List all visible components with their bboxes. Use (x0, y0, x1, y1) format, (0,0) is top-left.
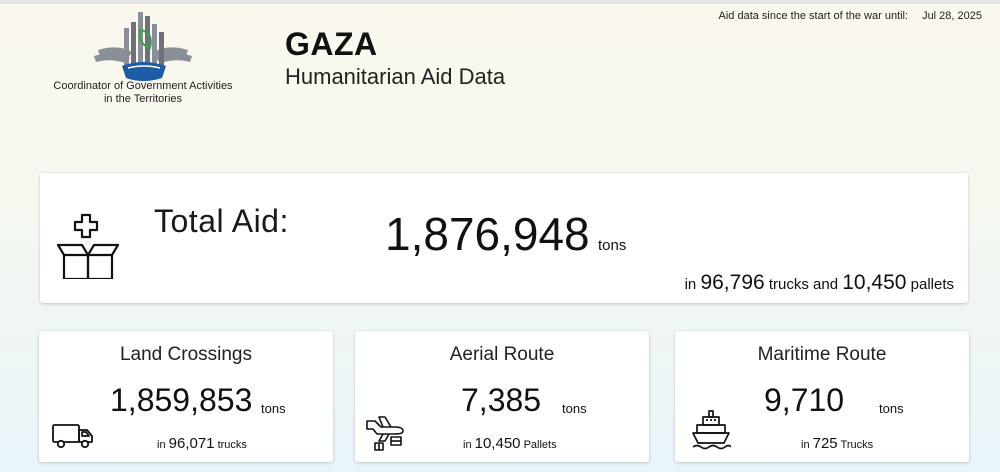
total-pallets-label: pallets (910, 276, 954, 293)
total-aid-unit: tons (598, 237, 627, 254)
maritime-route-unit: tons (879, 401, 904, 416)
ship-icon (692, 410, 731, 450)
cogat-logo-icon (94, 12, 192, 81)
maritime-route-title: Maritime Route (757, 344, 887, 365)
truck-icon (52, 424, 93, 449)
land-detail-in: in (157, 439, 166, 451)
total-aid-detail: in 96,796 trucks and 10,450 pallets (685, 271, 954, 295)
land-crossings-value: 1,859,853 (110, 382, 253, 418)
aerial-route-value: 7,385 (461, 382, 542, 418)
top-bar (0, 0, 1000, 4)
land-trucks-label: trucks (217, 439, 247, 451)
land-trucks-value: 96,071 (168, 435, 215, 452)
page-title: GAZA (285, 26, 378, 62)
as-of-value: Jul 28, 2025 (922, 10, 982, 22)
aerial-route-card: Aerial Route 7,385 tons in 10,450 Pallet… (355, 331, 649, 462)
maritime-trucks-label: Trucks (840, 439, 874, 451)
land-crossings-detail: in 96,071 trucks (157, 435, 247, 452)
maritime-detail-in: in (801, 439, 810, 451)
aerial-detail-in: in (463, 439, 472, 451)
org-name: Coordinator of Government Activities in … (22, 80, 264, 106)
maritime-trucks-value: 725 (812, 435, 838, 452)
total-aid-label: Total Aid: (154, 203, 289, 239)
total-aid-value: 1,876,948 (385, 208, 590, 260)
detail-in: in (684, 276, 697, 293)
org-name-line2: in the Territories (103, 93, 183, 105)
as-of-label: Aid data since the start of the war unti… (718, 10, 909, 22)
maritime-route-value: 9,710 (764, 382, 845, 418)
maritime-route-detail: in 725 Trucks (801, 435, 873, 452)
aid-box-icon (56, 213, 120, 279)
aerial-pallets-label: Pallets (523, 439, 557, 451)
land-crossings-card: Land Crossings 1,859,853 tons in 96,071 … (39, 331, 333, 462)
total-aid-card: Total Aid: 1,876,948 tons in 96,796 truc… (40, 173, 968, 303)
as-of-date: Aid data since the start of the war unti… (719, 10, 982, 22)
aerial-route-detail: in 10,450 Pallets (463, 435, 557, 452)
maritime-route-card: Maritime Route 9,710 tons in 725 Trucks (675, 331, 969, 462)
land-crossings-title: Land Crossings (119, 344, 253, 365)
org-name-line1: Coordinator of Government Activities (53, 80, 233, 92)
land-crossings-unit: tons (261, 401, 286, 416)
aerial-route-title: Aerial Route (449, 344, 555, 365)
total-pallets-value: 10,450 (842, 271, 907, 294)
total-trucks-label: trucks and (768, 276, 839, 293)
airdrop-icon (366, 416, 404, 451)
page-subtitle: Humanitarian Aid Data (285, 64, 506, 89)
total-trucks-value: 96,796 (700, 271, 765, 294)
aerial-route-unit: tons (562, 401, 587, 416)
aerial-pallets-value: 10,450 (474, 435, 521, 452)
